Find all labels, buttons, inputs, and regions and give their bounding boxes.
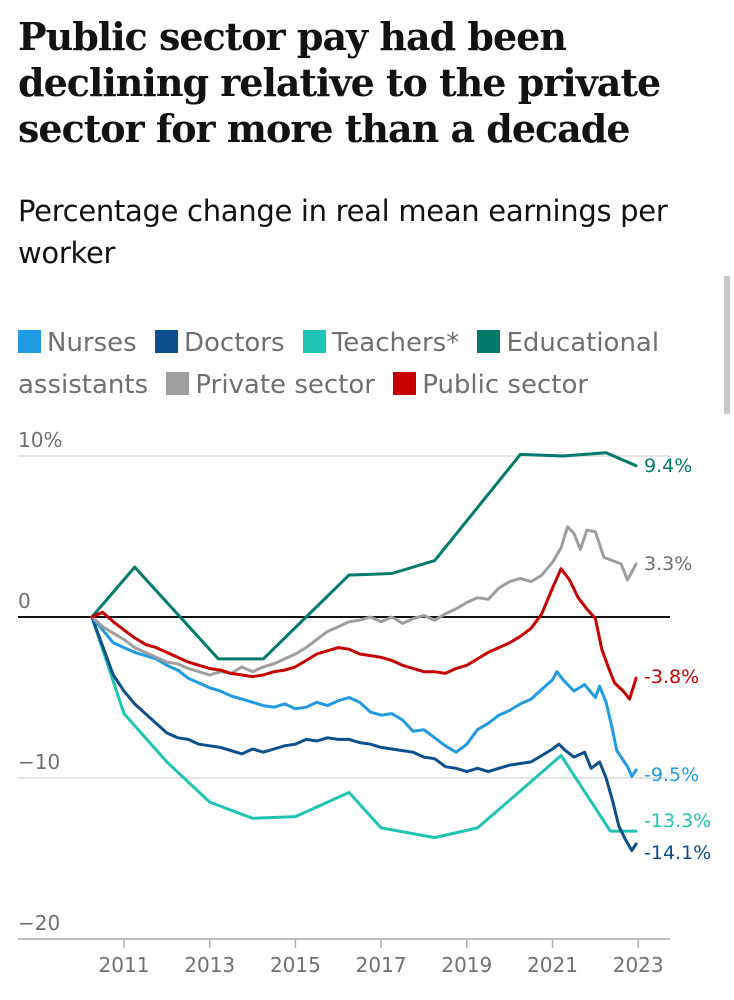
- y-tick-label: −20: [18, 911, 60, 935]
- series-line-nurses: [90, 615, 638, 778]
- end-label-public-sector: -3.8%: [644, 666, 699, 688]
- legend-label: Educational assistants: [18, 328, 660, 400]
- legend-item-public-sector: Public sector: [393, 370, 588, 400]
- chart-title: Public sector pay had been declining rel…: [18, 14, 661, 151]
- series-line-doctors: [90, 615, 638, 852]
- x-tick-label: 2013: [184, 953, 235, 977]
- end-label-private-sector: 3.3%: [644, 553, 692, 575]
- series-lines: [90, 451, 638, 852]
- end-label-educational-assistants: 9.4%: [644, 455, 692, 477]
- legend-label: Doctors: [183, 328, 285, 358]
- y-tick-label: 10%: [18, 428, 62, 452]
- x-tick-label: 2021: [527, 953, 578, 977]
- series-line-educational-assistants: [90, 451, 638, 661]
- legend-label: Private sector: [195, 370, 375, 400]
- legend-item-teachers: Teachers*: [302, 328, 460, 358]
- end-label-teachers: -13.3%: [644, 810, 711, 832]
- x-tick-label: 2011: [99, 953, 150, 977]
- legend-swatch: [477, 330, 501, 353]
- legend-label: Nurses: [47, 328, 137, 358]
- x-tick-label: 2017: [356, 953, 407, 977]
- x-axis: 2011 2013 2015 2017 2019 2021 2023: [18, 938, 670, 977]
- legend-item-doctors: Doctors: [154, 328, 285, 358]
- series-line-teachers: [90, 615, 638, 840]
- legend: Nurses Doctors Teachers* Educational ass…: [18, 322, 718, 406]
- x-tick-label: 2023: [613, 953, 664, 977]
- end-labels: -9.5% -14.1% -13.3% 9.4% 3.3% -3.8%: [644, 455, 711, 864]
- legend-label: Public sector: [422, 370, 589, 400]
- legend-item-nurses: Nurses: [18, 328, 137, 358]
- x-tick-label: 2019: [441, 953, 492, 977]
- legend-swatch: [154, 330, 178, 353]
- scrollbar[interactable]: [724, 276, 730, 414]
- legend-item-educational-assistants: Educational assistants: [18, 328, 659, 400]
- series-line-private-sector: [90, 525, 638, 677]
- legend-item-private-sector: Private sector: [166, 370, 375, 400]
- legend-swatch: [302, 330, 326, 353]
- x-tick-label: 2015: [270, 953, 321, 977]
- y-tick-label: 0: [18, 589, 31, 613]
- end-label-doctors: -14.1%: [644, 842, 711, 864]
- y-tick-label: −10: [18, 750, 60, 774]
- line-chart: 10% 0 −10 −20 -9.5% -14.1% -13.3% 9.4% 3.3% -3.8…: [18, 428, 711, 977]
- series-line-public-sector: [90, 567, 638, 701]
- legend-swatch: [166, 372, 190, 395]
- y-axis: 10% 0 −10 −20: [18, 428, 62, 935]
- end-label-nurses: -9.5%: [644, 764, 699, 786]
- chart-subtitle: Percentage change in real mean earnings …: [18, 194, 668, 270]
- legend-swatch: [18, 330, 41, 353]
- legend-label: Teachers*: [331, 328, 460, 358]
- legend-swatch: [393, 372, 417, 395]
